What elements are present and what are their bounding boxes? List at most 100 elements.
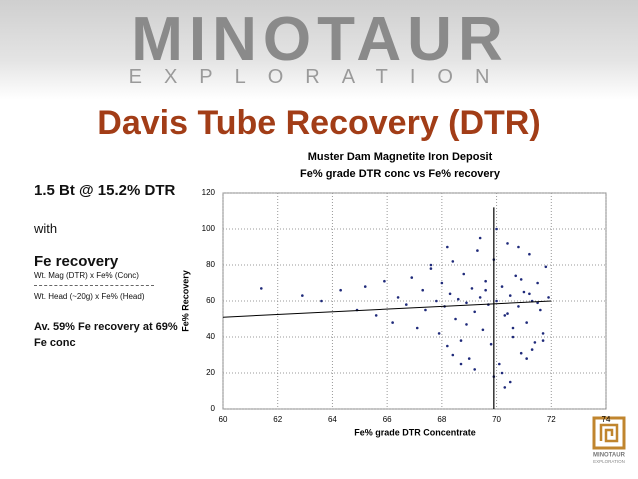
point <box>511 326 515 330</box>
point <box>301 294 304 297</box>
point <box>508 380 512 384</box>
point <box>522 290 526 294</box>
point <box>539 308 542 312</box>
logo-name: MINOTAUR <box>593 453 626 459</box>
logo-sub: EXPLORATION <box>593 459 625 464</box>
point <box>448 292 452 296</box>
point <box>339 288 342 292</box>
point <box>459 362 463 366</box>
y-tick-label: 20 <box>206 368 215 377</box>
point <box>374 314 378 317</box>
x-axis-label: Fe% grade DTR Concentrate <box>354 427 476 437</box>
point <box>396 296 400 299</box>
point <box>478 296 482 299</box>
point <box>500 285 504 288</box>
y-tick-label: 80 <box>206 260 215 269</box>
point <box>260 287 263 290</box>
point <box>528 292 531 296</box>
point <box>456 297 460 301</box>
x-tick-label: 60 <box>219 415 228 424</box>
point <box>383 279 386 283</box>
point <box>511 335 515 339</box>
point <box>500 371 504 375</box>
point <box>415 326 419 330</box>
point <box>404 303 408 306</box>
point <box>424 308 427 312</box>
numerator: Wt. Mag (DTR) x Fe% (Conc) <box>34 271 139 280</box>
point <box>437 332 441 335</box>
point <box>528 252 531 256</box>
point <box>467 357 471 360</box>
point <box>478 236 482 240</box>
point <box>544 265 548 269</box>
point <box>517 245 520 249</box>
point <box>391 321 394 324</box>
point <box>495 299 498 303</box>
point <box>454 317 457 321</box>
banner-company: MINOTAUR <box>131 5 509 74</box>
point <box>506 242 509 245</box>
point <box>498 362 501 366</box>
banner <box>0 0 638 100</box>
denominator: Wt. Head (~20g) x Fe% (Head) <box>34 292 145 301</box>
point <box>484 279 487 283</box>
point <box>476 249 479 252</box>
y-tick-label: 60 <box>206 296 215 305</box>
point <box>363 285 367 288</box>
logo-maze <box>599 423 619 443</box>
y-tick-label: 100 <box>202 224 216 233</box>
logo-frame <box>592 416 626 450</box>
point <box>440 281 444 285</box>
point <box>470 287 474 290</box>
point <box>533 341 537 344</box>
point <box>465 301 468 305</box>
point <box>320 299 323 303</box>
point <box>530 348 534 351</box>
point <box>473 310 476 314</box>
point <box>541 339 545 342</box>
logo: MINOTAUR EXPLORATION <box>592 416 626 464</box>
point <box>410 276 414 279</box>
y-tick-label: 120 <box>202 188 216 197</box>
point <box>525 357 528 360</box>
point <box>519 278 523 281</box>
point <box>517 305 520 308</box>
point <box>506 312 509 315</box>
point <box>429 263 433 267</box>
highlight: 1.5 Bt @ 15.2% DTR <box>34 182 176 199</box>
x-tick-label: 64 <box>328 415 337 424</box>
trend-line <box>222 300 552 318</box>
fraction-line <box>34 285 154 286</box>
point <box>446 344 449 348</box>
point <box>462 272 466 276</box>
point <box>429 267 433 270</box>
x-tick-label: 68 <box>437 415 446 424</box>
text: with <box>34 221 58 236</box>
point <box>547 296 550 299</box>
slide-title: Davis Tube Recovery (DTR) <box>97 104 541 142</box>
x-tick-label: 66 <box>383 415 392 424</box>
point <box>473 368 476 371</box>
point <box>541 332 545 335</box>
x-tick-label: 72 <box>547 415 556 424</box>
point <box>525 321 528 324</box>
point <box>514 274 518 278</box>
point <box>536 281 539 285</box>
heading: Fe recovery <box>34 253 119 270</box>
point <box>503 386 507 389</box>
point <box>451 353 455 357</box>
point <box>489 342 493 346</box>
point <box>495 227 498 231</box>
point <box>484 288 487 292</box>
x-tick-label: 70 <box>492 415 501 424</box>
point <box>503 314 507 317</box>
chart-subtitle: Fe% grade DTR conc vs Fe% recovery <box>300 168 501 180</box>
y-tick-label: 0 <box>211 404 216 413</box>
point <box>459 339 463 342</box>
y-tick-label: 40 <box>206 332 215 341</box>
chart-title: Muster Dam Magnetite Iron Deposit <box>308 151 493 163</box>
point <box>508 294 512 297</box>
point <box>435 299 438 303</box>
